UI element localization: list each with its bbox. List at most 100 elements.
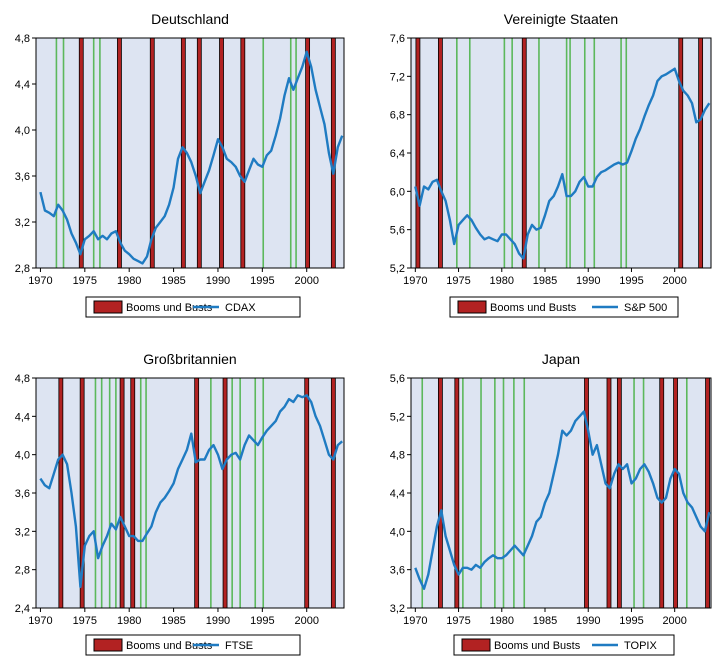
legend-box [449,296,679,318]
legend-bar-swatch [461,638,491,652]
legend-line-label: CDAX [225,302,256,314]
x-tick-label: 1970 [28,275,52,287]
y-tick-label: 6,8 [390,110,405,122]
legend-bar-swatch [93,638,123,652]
x-tick-label: 1980 [490,615,514,627]
x-tick-label: 1995 [619,275,643,287]
plot-frame [35,37,345,269]
x-tick-label: 1985 [533,615,557,627]
x-tick-label: 1970 [403,615,427,627]
y-tick-label: 3,6 [15,488,30,500]
boom-bust-bar [180,38,186,268]
boom-bust-bar [222,378,228,608]
boom-bust-bar [149,38,155,268]
series-line-s-p-500 [414,67,711,260]
chart-panel-2: Großbritannien 2,4 2,8 3,2 3,6 4,0 4,4 4,8 1970 1… [15,351,345,656]
y-tick-label: 2,8 [15,263,30,275]
y-tick-label: 3,2 [15,526,30,538]
boom-bust-bar [78,38,84,268]
legend-bar-swatch [457,300,487,314]
boom-bust-bar [219,38,224,268]
x-tick-label: 1985 [161,615,185,627]
chart-title: Vereinigte Staaten [504,11,618,27]
y-tick-label: 7,2 [390,71,405,83]
boom-bust-bar [240,38,246,268]
legend-bar-label: Booms und Busts [490,302,577,314]
y-tick-label: 5,6 [390,373,405,385]
x-tick-label: 1985 [161,275,185,287]
legend-line-label: TOPIX [624,640,657,652]
x-tick-label: 1975 [73,615,97,627]
y-tick-label: 3,6 [390,565,405,577]
x-tick-label: 1995 [250,615,274,627]
y-tick-label: 3,2 [15,217,30,229]
legend-box [453,634,675,656]
x-tick-label: 2000 [294,615,318,627]
chart-title: Großbritannien [143,351,236,367]
legend-bar-label: Booms und Busts [126,302,213,314]
boom-bust-bar [616,378,622,608]
boom-bust-bar [437,378,443,608]
x-tick-label: 1975 [73,275,97,287]
series-line-ftse [39,394,343,589]
y-tick-label: 4,4 [15,411,30,423]
x-tick-label: 1970 [28,615,52,627]
boom-bust-bar [673,378,678,608]
boom-bust-bar [454,378,460,608]
y-tick-label: 5,2 [390,263,405,275]
boom-bust-bar [79,378,85,608]
chart-panel-3: Japan 3,2 3,6 4,0 4,4 4,8 5,2 5,6 1970 1975 1980 19… [390,351,712,656]
y-tick-label: 2,4 [15,603,30,615]
x-tick-label: 1995 [619,615,643,627]
boom-bust-bar [304,378,310,608]
y-tick-label: 4,0 [390,526,405,538]
x-tick-label: 1980 [490,275,514,287]
series-line-topix [414,410,711,590]
x-tick-label: 2000 [662,275,686,287]
x-tick-label: 1990 [206,615,230,627]
boom-bust-bar [330,378,336,608]
legend-bar-label: Booms und Busts [494,640,581,652]
legend: Booms und Busts S&P 500 [449,296,679,318]
x-tick-label: 1990 [206,275,230,287]
chart-title: Japan [542,351,580,367]
y-tick-label: 3,2 [390,603,405,615]
boom-bust-bar [606,378,612,608]
chart-title: Deutschland [151,11,229,27]
y-tick-label: 2,8 [15,565,30,577]
legend: Booms und Busts TOPIX [453,634,675,656]
x-tick-label: 1975 [446,275,470,287]
boom-bust-bar [521,38,527,268]
boom-bust-bar [584,378,589,608]
y-tick-label: 3,6 [15,171,30,183]
x-tick-label: 1995 [250,275,274,287]
y-tick-label: 6,0 [390,186,405,198]
boom-bust-bar [705,378,710,608]
y-tick-label: 5,6 [390,225,405,237]
y-tick-label: 4,4 [15,79,30,91]
legend-bar-swatch [93,300,123,314]
x-tick-label: 1985 [533,275,557,287]
y-tick-label: 4,4 [390,488,405,500]
x-tick-label: 1980 [117,275,141,287]
boom-bust-bar [117,38,122,268]
series-line-cdax [39,50,344,265]
boom-bust-bar [678,38,684,268]
plot-area [36,378,344,608]
y-tick-label: 4,8 [15,33,30,45]
x-tick-label: 2000 [294,275,318,287]
y-tick-label: 4,8 [15,373,30,385]
boom-bust-bar [130,378,136,608]
x-tick-label: 1980 [117,615,141,627]
x-tick-label: 1970 [403,275,427,287]
y-tick-label: 4,8 [390,450,405,462]
x-tick-label: 2000 [662,615,686,627]
boom-bust-bar [119,378,125,608]
y-tick-label: 5,2 [390,411,405,423]
x-tick-label: 1990 [576,615,600,627]
legend-bar-label: Booms und Busts [126,640,213,652]
boom-bust-bar [659,378,665,608]
chart-panel-1: Vereinigte Staaten 5,2 5,6 6,0 6,4 6,8 7,2 7,6 1… [390,11,712,318]
boom-bust-bar [437,38,443,268]
